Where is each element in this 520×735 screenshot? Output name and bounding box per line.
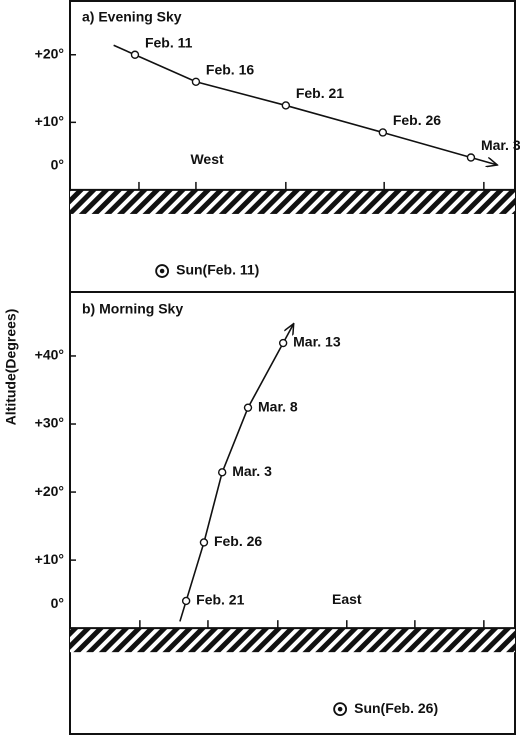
y-axis-label: Altitude(Degrees) [3,309,19,426]
point-label: Feb. 21 [296,85,344,101]
point-label: Mar. 3 [232,463,272,479]
point-label: Feb. 26 [393,112,441,128]
y-tick-label: +30° [35,415,64,431]
track-line [134,54,472,159]
frame [69,0,516,735]
point [278,338,288,348]
point [466,153,476,162]
y-tick-label: +20° [35,45,64,61]
y-tick-label: 0° [51,595,64,611]
track-arrow [470,156,497,165]
direction-label: East [332,591,362,607]
panel-title: b) Morning Sky [82,301,183,317]
y-tick-label: 0° [51,157,64,173]
point [191,77,201,86]
y-tick-label: +10° [35,113,64,129]
direction-label: West [190,151,224,167]
point-label: Mar. 13 [293,334,341,350]
y-tick-label: +10° [35,551,64,567]
sun-label: Sun(Feb. 26) [354,700,438,716]
point-label: Feb. 11 [145,34,193,50]
y-tick-label: +20° [35,483,64,499]
sun-dot [159,268,165,274]
y-tick-label: +40° [35,347,64,363]
point [199,538,209,547]
point [181,596,191,606]
sun-dot [337,706,343,712]
sun-label: Sun(Feb. 11) [176,262,259,278]
point [130,50,140,59]
point-label: Mar. 3 [481,137,520,153]
point-label: Feb. 16 [206,61,254,77]
ground-hatch [70,189,515,214]
ground-hatch [70,628,515,653]
point [217,468,227,477]
point [243,403,253,412]
point [378,128,388,137]
point-label: Mar. 8 [258,398,298,414]
panel-title: a) Evening Sky [82,9,182,25]
point [281,101,291,110]
point-label: Feb. 21 [196,592,244,608]
point-label: Feb. 26 [214,533,262,549]
